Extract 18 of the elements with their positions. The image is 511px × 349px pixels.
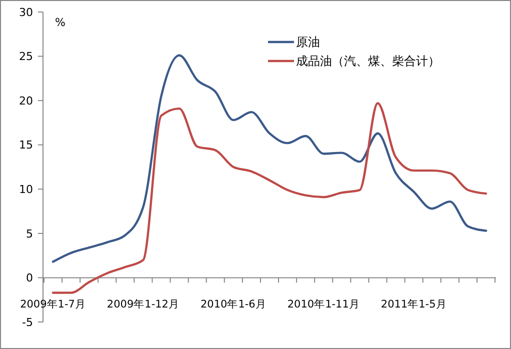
x-tick-label: 2010年1-11月 bbox=[287, 298, 360, 311]
y-tick-label: 15 bbox=[19, 138, 33, 152]
y-tick-label: 30 bbox=[19, 6, 33, 19]
x-tick-label: 2009年1-7月 bbox=[20, 298, 86, 311]
x-tick-label: 2011年1-5月 bbox=[380, 298, 447, 311]
y-axis-title: % bbox=[55, 16, 66, 29]
legend-label: 原油 bbox=[296, 35, 320, 50]
legend-label: 成品油（汽、煤、柴合计） bbox=[296, 54, 440, 68]
x-tick-label: 2010年1-6月 bbox=[200, 298, 266, 311]
y-tick-label: -5 bbox=[22, 316, 33, 329]
y-tick-label: 5 bbox=[26, 227, 33, 240]
y-tick-label: 0 bbox=[26, 272, 33, 285]
x-tick-label: 2009年1-12月 bbox=[106, 298, 180, 311]
line-series bbox=[52, 102, 488, 294]
y-tick-label: 20 bbox=[19, 94, 33, 108]
y-tick-label: 10 bbox=[19, 182, 33, 196]
line-series bbox=[52, 54, 488, 263]
y-tick-label: 25 bbox=[19, 50, 33, 64]
